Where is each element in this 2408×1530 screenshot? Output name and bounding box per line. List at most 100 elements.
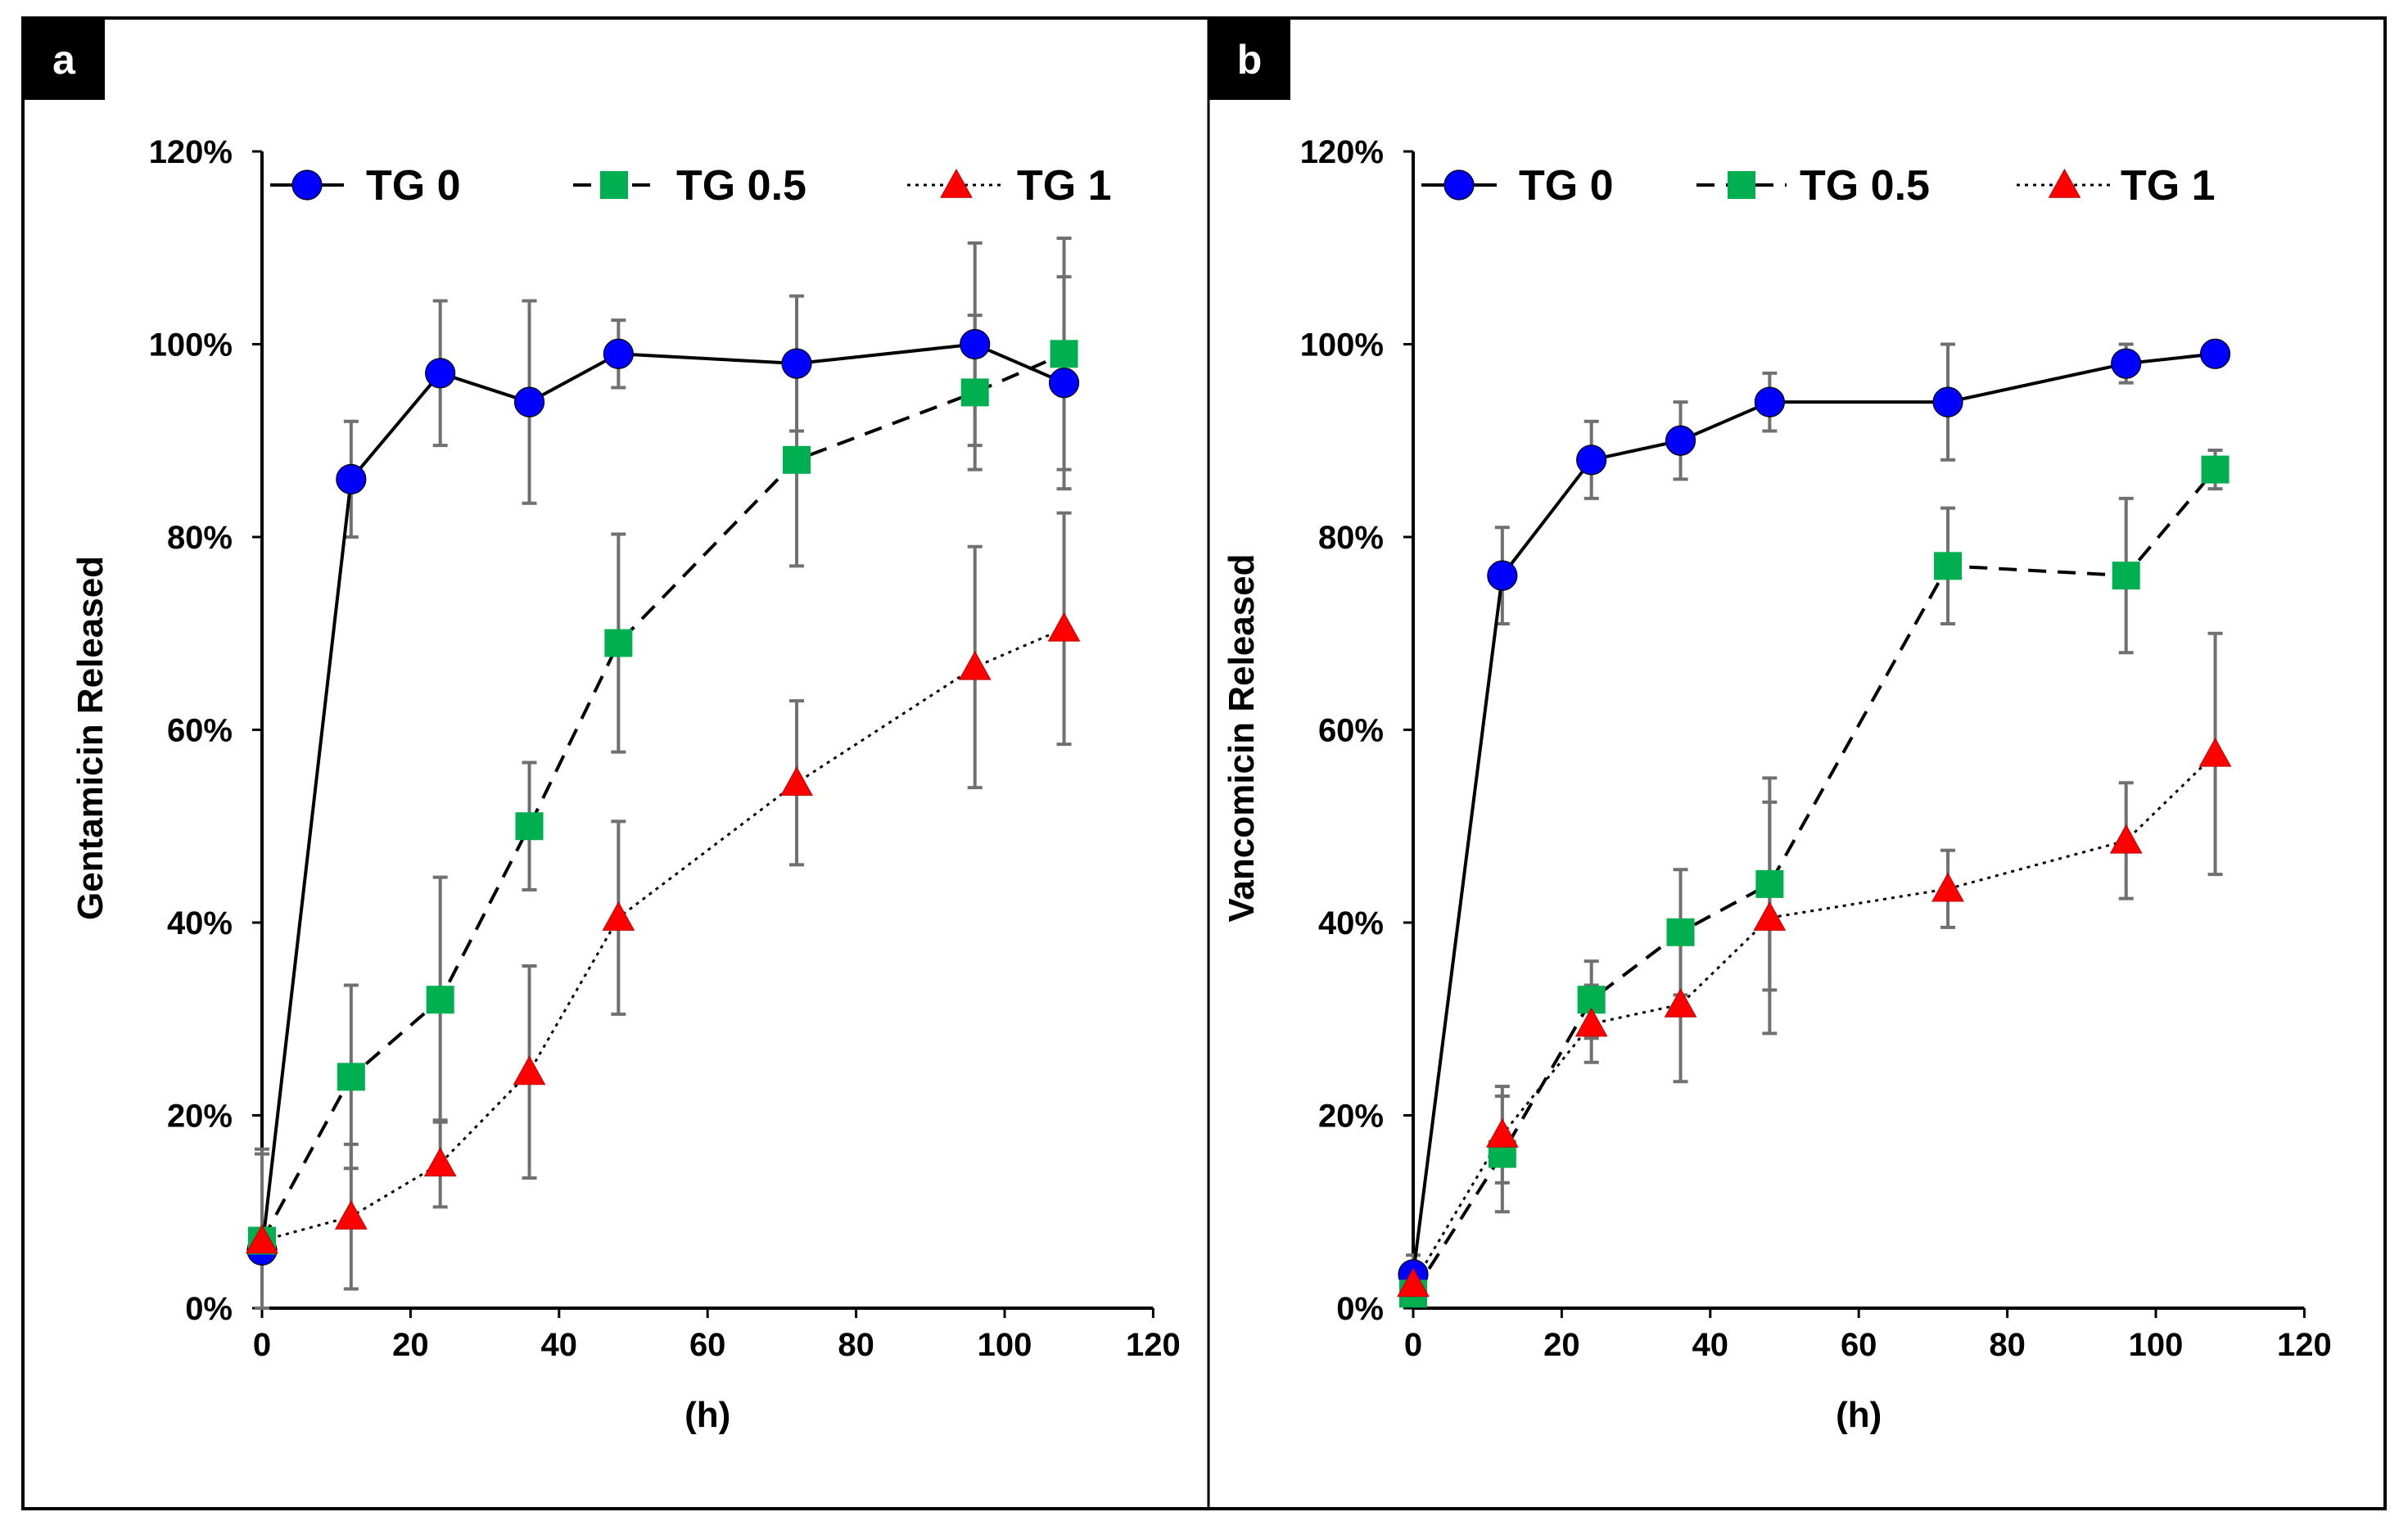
- data-point-tg-0-5: [604, 629, 633, 657]
- x-tick-label: 80: [838, 1327, 874, 1363]
- data-point-tg-1: [1574, 1007, 1608, 1037]
- y-tick-label: 120%: [149, 134, 233, 170]
- data-point-tg-0: [2199, 338, 2231, 369]
- data-point-tg-1: [2109, 824, 2143, 854]
- data-point-tg-1: [1931, 872, 1964, 902]
- data-point-tg-0: [1576, 445, 1607, 476]
- data-point-tg-0: [425, 358, 456, 389]
- data-point-tg-0-5: [2201, 455, 2230, 484]
- x-tick-label: 120: [2277, 1327, 2332, 1363]
- panel-b: b 0 20 40 60 80 100 120 0% 20% 40% 60% 80% 100% 120% (h…: [1209, 18, 2332, 1435]
- legend-marker: [940, 168, 973, 198]
- data-point-tg-0: [960, 328, 991, 360]
- data-point-tg-1: [1397, 1267, 1430, 1298]
- y-tick-label: 20%: [167, 1099, 233, 1135]
- data-point-tg-0: [2111, 348, 2142, 379]
- x-tick-label: 120: [1126, 1327, 1181, 1363]
- data-point-tg-0: [1932, 386, 1963, 417]
- x-tick-label: 100: [978, 1327, 1032, 1363]
- data-point-tg-0: [1048, 368, 1080, 399]
- y-tick-label: 80%: [1318, 520, 1384, 556]
- data-point-tg-0-5: [1050, 340, 1078, 368]
- data-point-tg-0-5: [515, 812, 544, 841]
- data-point-tg-1: [1664, 988, 1697, 1018]
- x-tick-label: 0: [253, 1327, 271, 1363]
- data-point-tg-0: [1487, 560, 1518, 591]
- legend-label: TG 1: [2121, 162, 2216, 210]
- legend-marker: [291, 169, 323, 201]
- y-tick-label: 120%: [1300, 134, 1384, 170]
- y-axis-title: Vancomicin Released: [1222, 554, 1262, 923]
- data-point-tg-0-5: [1934, 552, 1963, 580]
- y-tick-label: 100%: [1300, 327, 1384, 363]
- y-tick-label: 100%: [149, 327, 233, 363]
- data-point-tg-0-5: [426, 986, 454, 1014]
- y-axis-title: Gentamicin Released: [70, 556, 111, 920]
- series-line-tg-1: [261, 627, 1065, 1243]
- data-point-tg-1: [780, 766, 813, 796]
- data-point-tg-0: [603, 338, 634, 369]
- legend-marker: [1443, 169, 1475, 201]
- data-point-tg-1: [1047, 612, 1081, 642]
- x-axis-title: (h): [1836, 1395, 1882, 1435]
- y-tick-label: 60%: [1318, 713, 1384, 749]
- data-point-tg-1: [1753, 901, 1787, 931]
- x-axis-title: (h): [684, 1395, 730, 1435]
- y-tick-label: 0%: [185, 1291, 233, 1327]
- legend-marker: [2048, 168, 2081, 198]
- data-point-tg-0-5: [337, 1063, 365, 1091]
- x-tick-label: 20: [1543, 1327, 1580, 1363]
- legend-label: TG 0.5: [676, 162, 806, 210]
- data-point-tg-0: [336, 463, 367, 494]
- series-line-tg-0: [1412, 352, 2216, 1275]
- data-point-tg-1: [423, 1147, 457, 1177]
- x-tick-label: 0: [1404, 1327, 1422, 1363]
- data-point-tg-0-5: [1666, 918, 1695, 946]
- x-tick-label: 20: [392, 1327, 429, 1363]
- y-tick-label: 80%: [167, 520, 233, 556]
- legend-marker: [1728, 171, 1755, 199]
- x-tick-label: 40: [541, 1327, 578, 1363]
- data-point-tg-1: [246, 1224, 278, 1254]
- data-point-tg-0: [781, 348, 812, 379]
- legend-label: TG 0: [1519, 162, 1614, 210]
- panel-tag-label: a: [52, 37, 76, 83]
- x-tick-label: 60: [689, 1327, 726, 1363]
- legend-label: TG 1: [1017, 162, 1112, 210]
- x-tick-label: 80: [1989, 1327, 2026, 1363]
- y-tick-label: 60%: [167, 713, 233, 749]
- figure-frame: [21, 16, 2387, 1510]
- data-point-tg-1: [2198, 737, 2232, 767]
- data-point-tg-0: [1754, 386, 1785, 417]
- panel-tag-label: b: [1237, 37, 1263, 83]
- legend-label: TG 0.5: [1800, 162, 1930, 210]
- x-tick-label: 100: [2129, 1327, 2184, 1363]
- y-tick-label: 40%: [167, 905, 233, 941]
- data-point-tg-1: [513, 1055, 546, 1085]
- y-tick-label: 20%: [1318, 1099, 1384, 1135]
- data-point-tg-1: [602, 901, 635, 931]
- data-point-tg-0: [1665, 425, 1696, 456]
- data-point-tg-0: [513, 386, 545, 417]
- panel-tag: [1209, 18, 1290, 100]
- data-point-tg-0-5: [960, 378, 989, 407]
- x-tick-label: 40: [1692, 1327, 1729, 1363]
- series-line-tg-0: [260, 342, 1065, 1251]
- panel-tag: [23, 18, 105, 100]
- y-tick-label: 40%: [1318, 905, 1384, 941]
- legend-label: TG 0: [366, 162, 461, 210]
- series-line-tg-0-5: [1412, 468, 2217, 1295]
- series-line-tg-1: [1412, 752, 2216, 1285]
- x-tick-label: 60: [1841, 1327, 1877, 1363]
- series-line-tg-0-5: [260, 352, 1065, 1242]
- legend-marker: [600, 171, 628, 199]
- data-point-tg-0-5: [1755, 869, 1784, 898]
- data-point-tg-1: [1485, 1118, 1519, 1148]
- data-point-tg-1: [334, 1200, 368, 1230]
- data-point-tg-1: [958, 650, 992, 680]
- y-tick-label: 0%: [1336, 1291, 1384, 1327]
- data-point-tg-0-5: [2112, 562, 2140, 590]
- panel-a: a 0 20 40 60 80 100 120 0% 20% 40% 60% 80% 100% 120% (h…: [23, 18, 1181, 1435]
- data-point-tg-0-5: [783, 445, 811, 474]
